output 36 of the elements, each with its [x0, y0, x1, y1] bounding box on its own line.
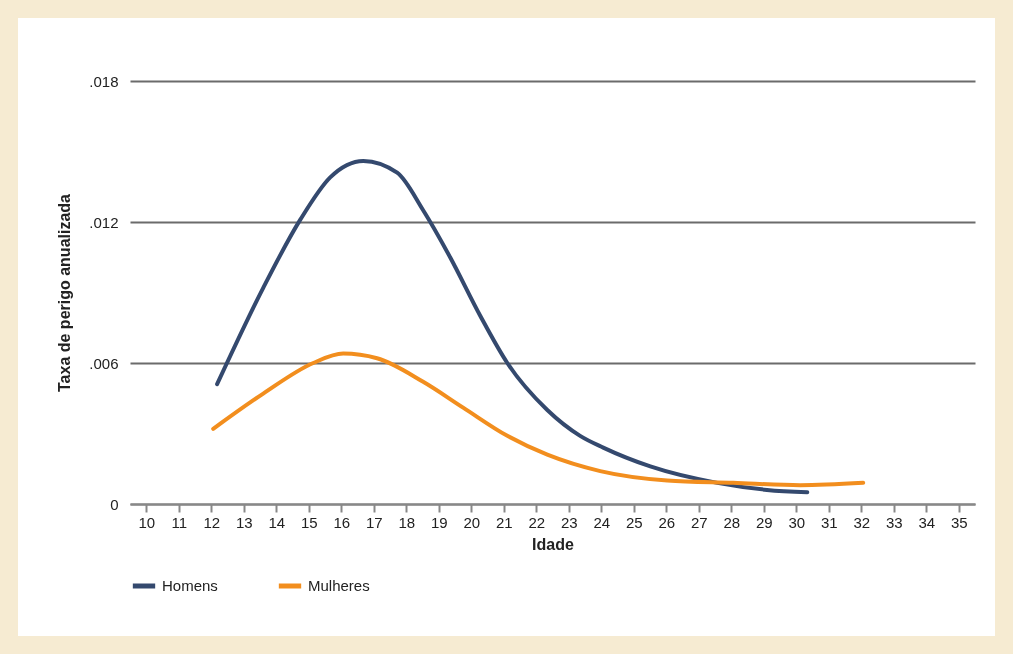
x-tick-label: 31 [820, 513, 838, 531]
legend-label: Mulheres [308, 577, 370, 594]
x-tick-label: 35 [950, 513, 968, 531]
x-tick-label: 16 [333, 513, 351, 531]
x-tick-label: 25 [625, 513, 643, 531]
x-tick-label: 29 [755, 513, 773, 531]
x-tick-label: 33 [885, 513, 903, 531]
x-tick-label: 17 [365, 513, 383, 531]
x-tick-label: 11 [171, 513, 188, 531]
x-tick-label: 12 [203, 513, 221, 531]
y-axis-title: Taxa de perigo anualizada [56, 193, 74, 392]
x-tick-label: 24 [593, 513, 611, 531]
x-tick-label: 18 [398, 513, 416, 531]
x-tick-label: 23 [560, 513, 578, 531]
x-tick-label: 28 [723, 513, 741, 531]
x-tick-label: 13 [235, 513, 253, 531]
y-tick-label: .018 [89, 72, 119, 90]
y-tick-label: 0 [110, 495, 119, 513]
x-tick-label: 21 [495, 513, 513, 531]
x-tick-label: 22 [528, 513, 546, 531]
y-tick-label: .006 [89, 354, 119, 372]
line-series [211, 351, 866, 488]
x-tick-label: 26 [658, 513, 676, 531]
x-tick-label: 10 [138, 513, 156, 531]
x-tick-label: 14 [268, 513, 286, 531]
line-series [215, 158, 810, 495]
x-axis-title: Idade [532, 535, 574, 553]
x-tick-label: 32 [853, 513, 871, 531]
legend-label: Homens [162, 577, 218, 594]
x-tick-label: 15 [300, 513, 318, 531]
x-tick-label: 19 [430, 513, 448, 531]
x-tick-label: 27 [690, 513, 708, 531]
x-tick-label: 34 [918, 513, 936, 531]
x-tick-label: 30 [788, 513, 806, 531]
y-tick-label: .012 [89, 213, 119, 231]
x-tick-label: 20 [463, 513, 481, 531]
